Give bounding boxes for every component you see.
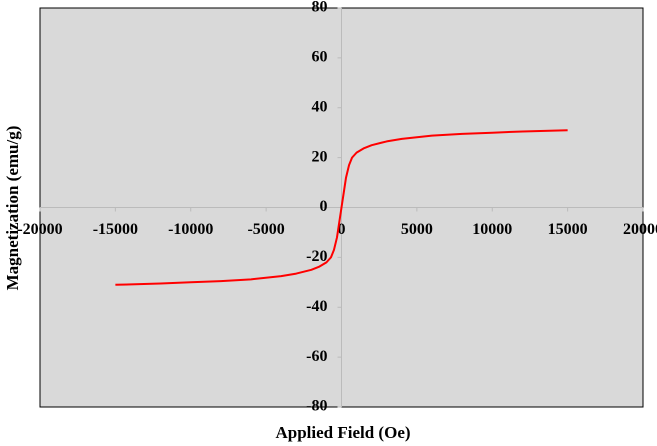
x-tick-label: 10000 (472, 221, 512, 238)
y-tick-label: -40 (306, 298, 327, 315)
y-tick-label: 0 (320, 198, 328, 215)
y-tick-label: -80 (306, 398, 327, 415)
x-tick-label: -10000 (168, 221, 213, 238)
x-tick-label: -5000 (247, 221, 284, 238)
x-tick-label: -15000 (93, 221, 138, 238)
y-tick-label: 60 (312, 49, 328, 66)
x-tick-label: 5000 (401, 221, 433, 238)
y-tick-label: 80 (312, 0, 328, 16)
y-tick-label: 20 (312, 148, 328, 165)
y-tick-label: -60 (306, 348, 327, 365)
y-axis-label: Magnetization (emu/g) (3, 126, 22, 291)
x-tick-label: 15000 (548, 221, 588, 238)
x-tick-label: 20000 (623, 221, 657, 238)
x-axis-label: Applied Field (Oe) (275, 423, 410, 442)
y-tick-label: 40 (312, 98, 328, 115)
y-tick-label: -20 (306, 248, 327, 265)
x-tick-label: 0 (338, 221, 346, 238)
magnetization-curve (115, 129, 568, 286)
x-tick-label: -20000 (17, 221, 62, 238)
